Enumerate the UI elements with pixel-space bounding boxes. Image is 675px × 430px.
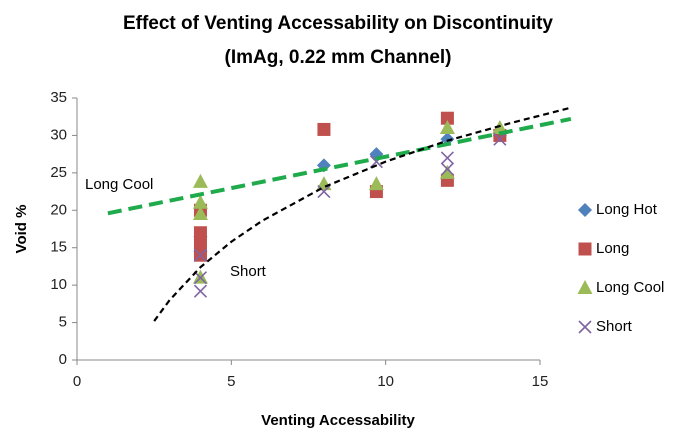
marker-square xyxy=(440,111,454,125)
legend-label: Short xyxy=(596,318,633,335)
marker-x xyxy=(440,162,454,176)
marker-square xyxy=(578,242,592,256)
y-tick-label: 20 xyxy=(50,201,67,218)
y-tick-label: 25 xyxy=(50,164,67,181)
legend-label: Long xyxy=(596,240,629,257)
y-tick-label: 5 xyxy=(59,314,67,331)
marker-triangle xyxy=(439,164,455,179)
trendline xyxy=(153,106,572,322)
marker-square xyxy=(317,122,331,136)
x-tick-label: 0 xyxy=(73,373,81,390)
marker-x xyxy=(440,151,454,165)
x-tick-label: 15 xyxy=(532,373,549,390)
legend-label: Long Hot xyxy=(596,201,658,218)
trendline xyxy=(107,117,572,216)
annotation: Long Cool xyxy=(85,176,153,193)
marker-square xyxy=(193,226,207,240)
marker-x xyxy=(578,320,592,334)
y-tick-label: 15 xyxy=(50,239,67,256)
x-tick-label: 10 xyxy=(377,373,394,390)
annotation: Short xyxy=(230,263,267,280)
x-tick-label: 5 xyxy=(227,373,235,390)
marker-x xyxy=(193,248,208,262)
y-tick-label: 10 xyxy=(50,276,67,293)
marker-diamond xyxy=(578,203,592,217)
y-tick-label: 0 xyxy=(59,351,67,368)
chart-title: Effect of Venting Accessability on Disco… xyxy=(123,13,553,34)
marker-x xyxy=(493,132,507,146)
marker-triangle xyxy=(439,119,455,134)
y-axis-title: Void % xyxy=(13,205,30,254)
marker-diamond xyxy=(440,132,455,147)
marker-triangle xyxy=(368,176,384,191)
marker-square xyxy=(193,237,207,251)
marker-x xyxy=(317,185,331,199)
y-tick-label: 30 xyxy=(50,126,67,143)
marker-x xyxy=(193,284,208,298)
marker-triangle xyxy=(577,280,593,294)
legend-label: Long Cool xyxy=(596,279,664,296)
x-axis-title: Venting Accessability xyxy=(261,412,415,429)
chart-subtitle: (ImAg, 0.22 mm Channel) xyxy=(225,47,452,68)
y-tick-label: 35 xyxy=(50,89,67,106)
marker-triangle xyxy=(192,173,208,188)
marker-x xyxy=(193,271,208,285)
marker-triangle xyxy=(192,194,208,209)
marker-triangle xyxy=(192,206,208,221)
